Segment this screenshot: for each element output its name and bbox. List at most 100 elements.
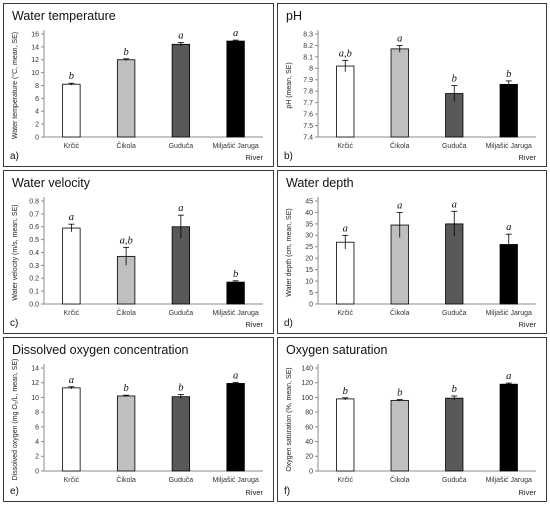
- y-axis-label: Oxygen saturation (%, mean, SE): [286, 367, 293, 471]
- y-tick-label: 25: [305, 244, 313, 251]
- significance-letter: a: [452, 199, 457, 210]
- x-tick-label: Krčić: [64, 477, 80, 484]
- y-tick-label: 7.6: [303, 112, 313, 119]
- panel-water-temperature: Water temperature Water temperature (°C,…: [3, 3, 274, 167]
- significance-letter: b: [124, 383, 129, 394]
- bar: [62, 83, 81, 138]
- panel-label: d): [284, 318, 293, 329]
- panel-oxygen-saturation: Oxygen saturation Oxygen saturation (%, …: [277, 337, 547, 502]
- chart-dissolved-oxygen: Dissolved oxygen (mg O₂/L, mean, SE) 0 2 4 6…: [12, 359, 263, 484]
- y-axis-label: Water depth (cm, mean, SE): [286, 208, 293, 296]
- x-axis-label: River: [518, 320, 536, 329]
- y-tick-label: 20: [305, 256, 313, 263]
- bar: [445, 397, 464, 472]
- chart-water-temperature: Water temperature (°C, mean, SE) 0 2 4 6 8 10 1…: [11, 28, 263, 150]
- bar: [171, 43, 191, 138]
- panel-ph: pH pH (mean, SE) 7.4 7.5 7.6 7.7 7.8 7.9 8 8.1 8.…: [277, 3, 547, 167]
- panel-label: b): [284, 151, 293, 162]
- x-axis-label: River: [518, 153, 536, 162]
- chart-title: pH: [286, 9, 302, 23]
- x-tick-label: Čikola: [390, 475, 410, 484]
- x-axis-label: River: [245, 153, 263, 162]
- significance-letter: a: [397, 200, 402, 211]
- y-tick-label: 8.2: [303, 43, 313, 50]
- x-tick-label: Krčić: [337, 143, 353, 150]
- chart-ph: pH (mean, SE) 7.4 7.5 7.6 7.7 7.8 7.9 8 8.1 8.2 8.…: [286, 30, 536, 150]
- y-tick-label: 0.7: [29, 211, 39, 218]
- bar: [226, 40, 245, 138]
- y-tick-label: 0.5: [29, 237, 39, 244]
- significance-letter: a: [178, 30, 183, 41]
- y-tick-label: 10: [305, 279, 313, 286]
- panel-label: c): [10, 318, 19, 329]
- bar: [62, 227, 81, 305]
- y-axis-label: Water velocity (m/s, mean, SE): [12, 204, 19, 300]
- y-axis-label: Dissolved oxygen (mg O₂/L, mean, SE): [12, 359, 19, 481]
- y-tick-label: 30: [305, 233, 313, 240]
- bar: [499, 383, 518, 472]
- y-tick-label: 0: [35, 134, 39, 141]
- y-tick-label: 35: [305, 221, 313, 228]
- bar: [116, 59, 136, 138]
- y-tick-label: 6: [35, 96, 39, 103]
- y-tick-label: 7.8: [303, 89, 313, 96]
- panel-label: f): [284, 486, 291, 497]
- significance-letter: a: [178, 203, 183, 214]
- significance-letter: a,b: [339, 48, 352, 59]
- chart-title: Water velocity: [12, 176, 91, 190]
- x-tick-label: Krčić: [64, 143, 80, 150]
- significance-letter: b: [124, 47, 129, 58]
- significance-letter: a,b: [120, 235, 133, 246]
- y-tick-label: 7.9: [303, 77, 313, 84]
- y-tick-label: 10: [31, 395, 39, 402]
- significance-letter: b: [178, 382, 183, 393]
- y-tick-label: 2: [35, 122, 39, 129]
- y-axis-label: pH (mean, SE): [286, 62, 293, 108]
- y-tick-label: 8.3: [303, 31, 313, 38]
- y-tick-label: 140: [301, 365, 313, 372]
- y-tick-label: 7.5: [303, 123, 313, 130]
- y-tick-label: 0.6: [29, 224, 39, 231]
- bar: [62, 387, 81, 472]
- y-tick-label: 14: [31, 365, 39, 372]
- y-tick-label: 80: [305, 410, 313, 417]
- significance-letter: a: [343, 223, 348, 234]
- bar: [226, 383, 245, 472]
- x-tick-label: Miljašić Jaruga: [486, 310, 532, 317]
- y-tick-label: 8: [35, 410, 39, 417]
- significance-letter: b: [452, 74, 457, 85]
- x-axis-label: River: [518, 488, 536, 497]
- bar: [390, 48, 409, 138]
- x-tick-label: Miljašić Jaruga: [212, 143, 258, 150]
- significance-letter: a: [233, 28, 238, 39]
- x-tick-label: Miljašić Jaruga: [486, 143, 532, 150]
- chart-title: Water depth: [286, 176, 354, 190]
- x-tick-label: Guduča: [442, 477, 467, 484]
- bar: [499, 83, 518, 138]
- panel-water-velocity: Water velocity Water velocity (m/s, mean…: [3, 170, 274, 334]
- y-axis-label: Water temperature (°C, mean, SE): [11, 32, 19, 139]
- y-tick-label: 6: [35, 424, 39, 431]
- x-tick-label: Krčić: [337, 477, 353, 484]
- x-axis-label: River: [245, 320, 263, 329]
- y-tick-label: 4: [35, 439, 39, 446]
- significance-letter: b: [343, 386, 348, 397]
- panel-water-depth: Water depth Water depth (cm, mean, SE) 0 5…: [277, 170, 547, 334]
- x-tick-label: Čikola: [116, 475, 136, 484]
- x-tick-label: Čikola: [390, 141, 410, 150]
- y-tick-label: 40: [305, 210, 313, 217]
- bar: [116, 395, 136, 472]
- panel-label: e): [10, 486, 19, 497]
- y-tick-label: 0.4: [29, 250, 39, 257]
- x-tick-label: Guduča: [169, 310, 194, 317]
- y-tick-label: 0: [35, 468, 39, 475]
- y-tick-label: 8.1: [303, 54, 313, 61]
- significance-letter: a: [506, 222, 511, 233]
- bar: [336, 398, 355, 472]
- x-tick-label: Čikola: [390, 308, 410, 317]
- y-tick-label: 0.1: [29, 289, 39, 296]
- chart-title: Dissolved oxygen concentration: [12, 343, 189, 357]
- bar: [226, 281, 245, 305]
- x-tick-label: Krčić: [337, 310, 353, 317]
- y-tick-label: 0.3: [29, 263, 39, 270]
